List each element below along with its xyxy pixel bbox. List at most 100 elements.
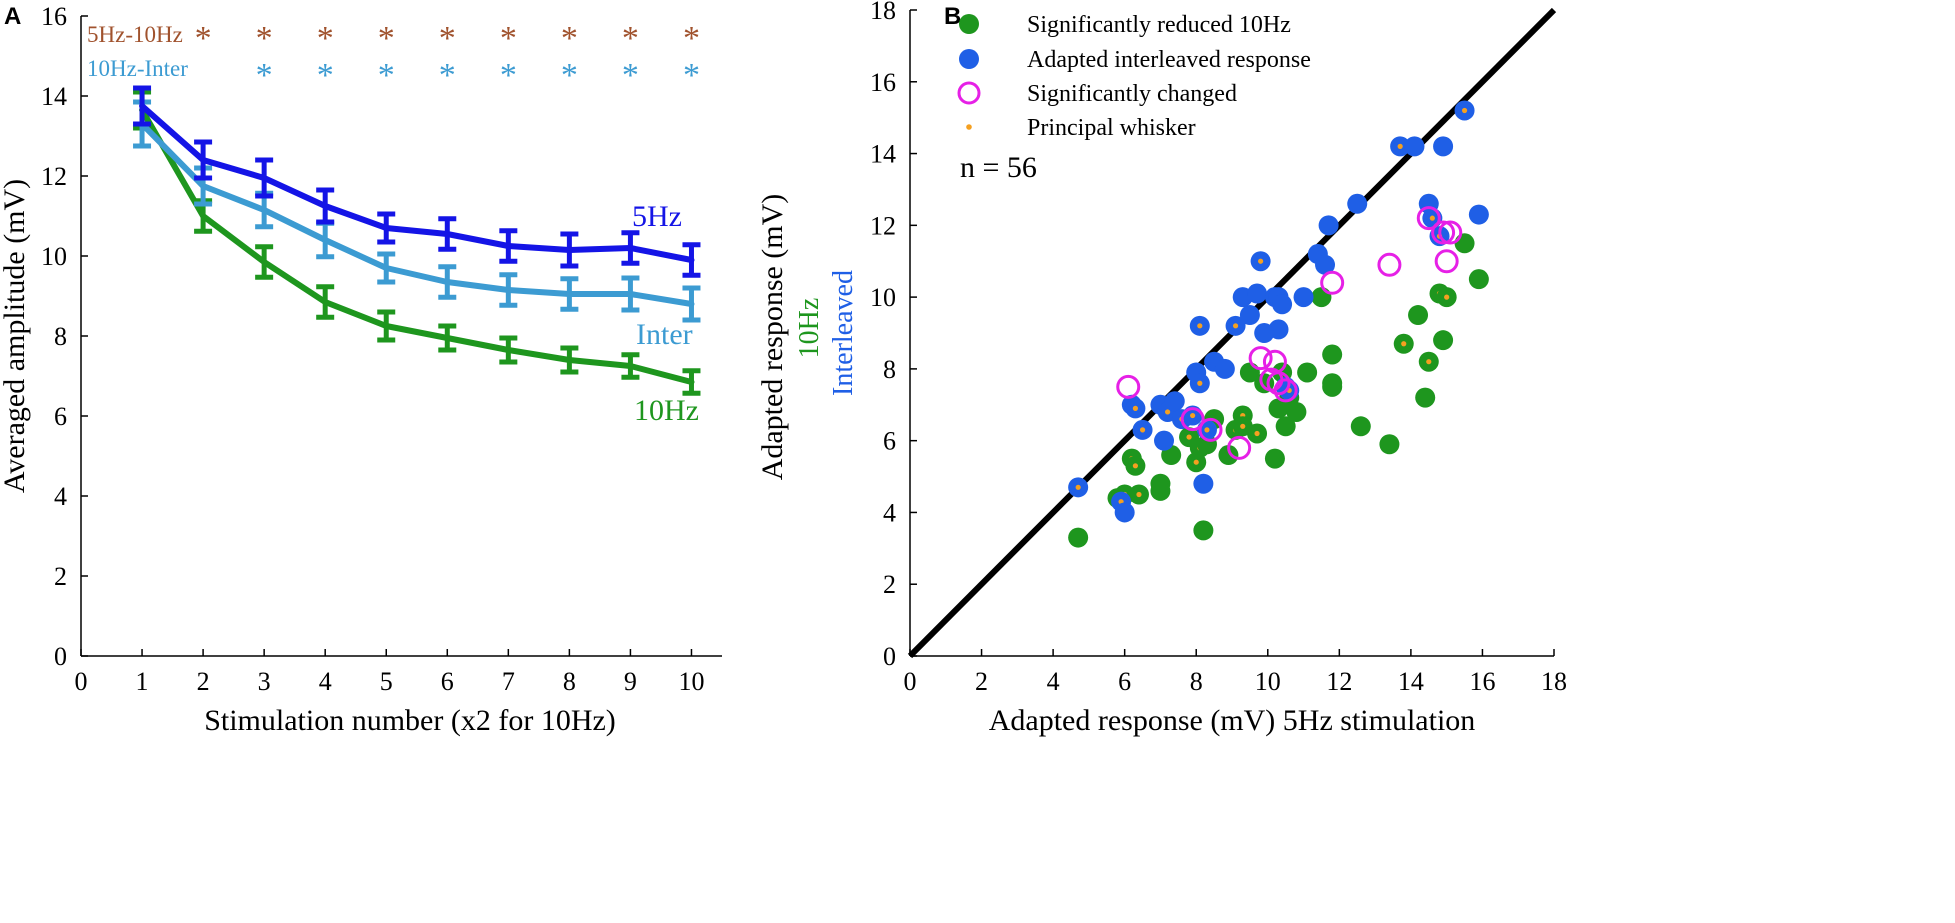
significance-star: * — [439, 20, 456, 57]
panel-a-y-tick-label: 6 — [54, 402, 67, 431]
point-interleaved — [1247, 283, 1268, 304]
point-10hz — [1408, 305, 1429, 326]
panel-b-y-tick-label: 6 — [883, 427, 896, 456]
significance-star: * — [378, 20, 395, 57]
point-interleaved — [1239, 305, 1260, 326]
panel-a-x-axis-label: Stimulation number (x2 for 10Hz) — [204, 704, 616, 737]
significance-star: * — [378, 57, 395, 94]
point-interleaved — [1214, 358, 1235, 379]
point-interleaved — [1404, 136, 1425, 157]
error-bar-inter — [560, 276, 579, 312]
principal-whisker-dot — [1136, 491, 1142, 498]
panel-b-legend: Significantly reduced 10Hz Adapted inter… — [957, 12, 1311, 141]
legend-label-adapted-interleaved: Adapted interleaved response — [1027, 47, 1311, 73]
error-bar-10hz — [621, 352, 640, 380]
point-interleaved — [1114, 502, 1135, 523]
panel-b-x-tick-label: 0 — [904, 667, 917, 696]
significance-star: * — [439, 57, 456, 94]
panel-b-y-tick-label: 2 — [883, 570, 896, 599]
point-10hz — [1275, 416, 1296, 437]
significance-star: * — [500, 20, 517, 57]
significance-star: * — [683, 20, 700, 57]
principal-whisker-dot — [1193, 459, 1199, 465]
significance-star: * — [622, 20, 639, 57]
point-10hz — [1322, 376, 1343, 397]
error-bar-5hz — [255, 157, 274, 199]
error-bar-10hz — [438, 323, 457, 353]
legend-marker-magenta-ring — [957, 81, 981, 105]
principal-whisker-dot — [1232, 323, 1239, 329]
principal-whisker-dot — [1254, 430, 1260, 437]
principal-whisker-dot — [1426, 359, 1432, 365]
point-interleaved — [1468, 204, 1489, 225]
legend-label-significantly-reduced: Significantly reduced 10Hz — [1027, 12, 1291, 38]
point-significantly-changed — [1377, 252, 1402, 277]
panel-b-y-tick-label: 4 — [883, 498, 896, 527]
panel-b-x-tick-label: 12 — [1326, 667, 1352, 696]
error-bar-inter — [438, 264, 457, 300]
panel-b-y-axis-label-10hz: 10Hz — [794, 298, 825, 359]
principal-whisker-dot — [1461, 107, 1468, 114]
panel-b-y-tick-label: 10 — [870, 283, 896, 312]
panel-b-y-tick-label: 16 — [870, 68, 896, 97]
significance-star: * — [561, 20, 578, 57]
panel-a-y-tick-label: 12 — [41, 162, 67, 191]
principal-whisker-dot — [1258, 258, 1264, 264]
panel-a-y-tick-label: 8 — [54, 322, 67, 351]
point-interleaved — [1254, 323, 1275, 343]
point-interleaved — [1293, 287, 1314, 308]
panel-b-x-tick-label: 8 — [1190, 667, 1203, 696]
panel-b-x-tick-label: 14 — [1398, 667, 1424, 696]
panel-a-y-tick-label: 16 — [41, 2, 67, 31]
error-bar-inter — [621, 275, 640, 313]
point-significantly-changed — [1116, 374, 1141, 399]
panel-a-y-axis-label: Averaged amplitude (mV) — [0, 179, 31, 493]
point-interleaved — [1164, 391, 1185, 412]
point-10hz — [1350, 416, 1371, 437]
error-bar-inter — [682, 285, 701, 323]
legend-marker-green — [959, 14, 979, 34]
significance-star: * — [622, 57, 639, 94]
error-bar-10hz — [255, 244, 274, 280]
point-10hz — [1415, 387, 1436, 408]
principal-whisker-dot — [1186, 434, 1192, 440]
point-significantly-changed — [1434, 249, 1459, 274]
principal-whisker-dot — [1197, 380, 1203, 386]
error-bar-10hz — [377, 309, 396, 343]
point-10hz — [1379, 434, 1400, 455]
panel-b-y-tick-label: 14 — [870, 140, 896, 169]
principal-whisker-dot — [1190, 412, 1196, 419]
panel-a-y-tick-label: 10 — [41, 242, 67, 271]
panel-b-y-tick-label: 8 — [883, 355, 896, 384]
point-significantly-changed — [1320, 270, 1345, 295]
error-bar-inter — [377, 251, 396, 285]
point-significantly-changed — [1438, 220, 1463, 245]
panel-b-points — [1068, 100, 1489, 548]
error-bar-10hz — [682, 368, 701, 396]
principal-whisker-dot — [1132, 405, 1138, 411]
principal-whisker-dot — [1429, 215, 1435, 221]
error-bar-5hz — [316, 187, 335, 225]
significance-star: * — [256, 20, 273, 57]
series-line-inter — [139, 121, 695, 307]
point-significantly-changed — [1248, 346, 1273, 371]
panel-a-x-tick-label: 6 — [441, 667, 454, 696]
annotation-5hz-10hz: 5Hz-10Hz — [87, 22, 183, 47]
point-interleaved — [1318, 215, 1339, 236]
legend-marker-blue — [959, 49, 979, 69]
point-significantly-changed — [1180, 407, 1205, 432]
point-10hz — [1297, 362, 1318, 383]
series-label-10hz: 10Hz — [634, 394, 699, 427]
point-10hz — [1433, 330, 1454, 351]
panel-a-x-tick-label: 10 — [678, 667, 704, 696]
panel-b-x-tick-label: 6 — [1118, 667, 1131, 696]
principal-whisker-dot — [1204, 427, 1210, 433]
point-10hz — [1322, 344, 1343, 365]
error-bar-5hz — [560, 231, 579, 269]
point-interleaved — [1347, 193, 1368, 214]
point-significantly-changed — [1273, 378, 1298, 403]
panel-a-x-tick-label: 7 — [502, 667, 515, 696]
series-line-10hz — [139, 107, 695, 385]
